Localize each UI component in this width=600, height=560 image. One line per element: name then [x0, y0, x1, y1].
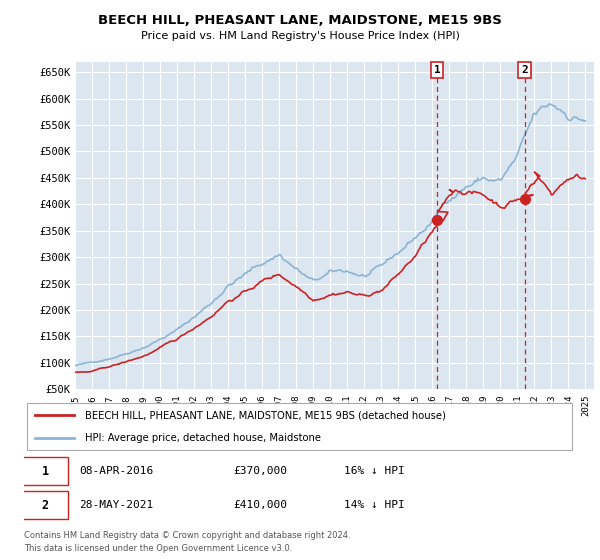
Text: 2: 2	[521, 65, 528, 75]
Text: 16% ↓ HPI: 16% ↓ HPI	[344, 466, 405, 476]
FancyBboxPatch shape	[27, 403, 572, 450]
Text: BEECH HILL, PHEASANT LANE, MAIDSTONE, ME15 9BS: BEECH HILL, PHEASANT LANE, MAIDSTONE, ME…	[98, 14, 502, 27]
Text: Contains HM Land Registry data © Crown copyright and database right 2024.: Contains HM Land Registry data © Crown c…	[24, 531, 350, 540]
Text: 2: 2	[41, 499, 49, 512]
Text: 08-APR-2016: 08-APR-2016	[79, 466, 154, 476]
FancyBboxPatch shape	[21, 492, 68, 520]
Text: This data is licensed under the Open Government Licence v3.0.: This data is licensed under the Open Gov…	[24, 544, 292, 553]
Text: 14% ↓ HPI: 14% ↓ HPI	[344, 501, 405, 510]
Text: 28-MAY-2021: 28-MAY-2021	[79, 501, 154, 510]
Text: 1: 1	[434, 65, 440, 75]
Text: £370,000: £370,000	[234, 466, 288, 476]
Text: 1: 1	[41, 465, 49, 478]
FancyBboxPatch shape	[21, 457, 68, 485]
Text: BEECH HILL, PHEASANT LANE, MAIDSTONE, ME15 9BS (detached house): BEECH HILL, PHEASANT LANE, MAIDSTONE, ME…	[85, 410, 446, 421]
Text: £410,000: £410,000	[234, 501, 288, 510]
Text: Price paid vs. HM Land Registry's House Price Index (HPI): Price paid vs. HM Land Registry's House …	[140, 31, 460, 41]
Text: HPI: Average price, detached house, Maidstone: HPI: Average price, detached house, Maid…	[85, 433, 321, 443]
